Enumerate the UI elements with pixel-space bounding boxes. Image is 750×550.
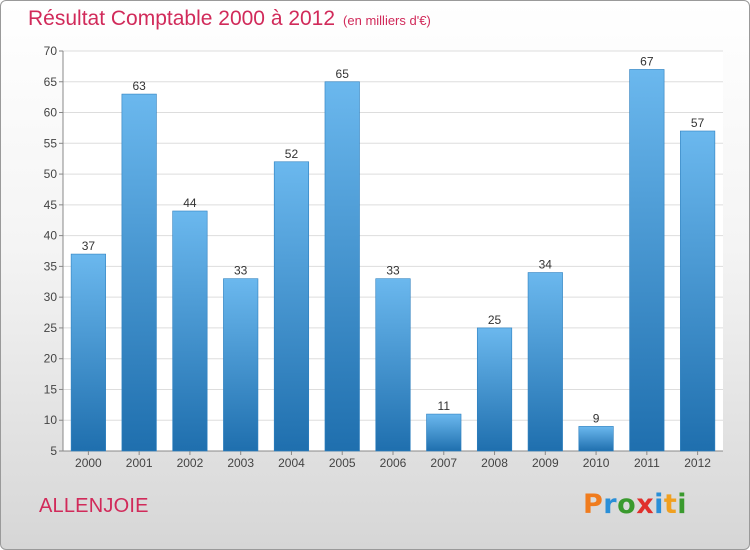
bar-value-label: 67: [640, 54, 654, 68]
bar-value-label: 11: [438, 399, 451, 413]
bar: [375, 278, 411, 452]
bar-value-label: 52: [285, 147, 299, 161]
bar-value-label: 63: [132, 79, 146, 93]
bar: [324, 81, 360, 452]
y-tick-label: 60: [44, 106, 58, 120]
y-tick-label: 35: [44, 259, 58, 273]
x-tick-label: 2011: [634, 456, 660, 470]
x-tick-label: 2008: [481, 456, 508, 470]
x-tick-label: 2004: [278, 456, 305, 470]
bar-value-label: 57: [691, 116, 705, 130]
bar: [629, 69, 665, 452]
x-tick-label: 2001: [126, 456, 153, 470]
y-tick-label: 25: [44, 321, 58, 335]
y-tick-label: 5: [50, 444, 57, 458]
bar-value-label: 9: [593, 411, 600, 425]
logo-letter: t: [663, 489, 678, 520]
x-tick-label: 2009: [532, 456, 559, 470]
bar-value-label: 37: [82, 239, 96, 253]
bar: [70, 253, 106, 452]
logo-letter: r: [603, 489, 618, 520]
y-tick-label: 50: [44, 167, 58, 181]
bar-value-label: 44: [183, 196, 197, 210]
chart-subtitle: (en milliers d'€): [343, 13, 431, 28]
y-tick-label: 65: [44, 75, 58, 89]
bar: [476, 327, 513, 452]
y-tick-label: 40: [44, 229, 58, 243]
bar: [578, 426, 614, 452]
x-tick-label: 2002: [177, 456, 204, 470]
y-tick-label: 30: [44, 290, 58, 304]
proxiti-logo: Proxiti: [583, 489, 687, 520]
bar: [223, 278, 259, 452]
x-tick-label: 2000: [75, 456, 102, 470]
logo-letter: P: [583, 489, 604, 520]
bar: [426, 413, 462, 452]
logo-letter: i: [677, 489, 688, 520]
logo-letter: o: [617, 489, 637, 520]
chart-title-text: Résultat Comptable 2000 à 2012: [28, 7, 336, 30]
bar: [172, 210, 208, 452]
y-tick-label: 20: [44, 352, 58, 366]
x-tick-label: 2010: [583, 456, 610, 470]
y-tick-label: 15: [44, 382, 58, 396]
bar-value-label: 25: [488, 313, 502, 327]
commune-name: ALLENJOIE: [39, 495, 149, 517]
x-tick-label: 2012: [684, 456, 711, 470]
bar-value-label: 33: [234, 264, 248, 278]
bar: [527, 272, 563, 452]
bar: [680, 130, 716, 452]
x-tick-label: 2003: [227, 456, 254, 470]
bar-value-label: 65: [336, 67, 350, 81]
y-tick-label: 10: [44, 413, 58, 427]
bar: [121, 93, 157, 452]
x-tick-label: 2006: [380, 456, 407, 470]
bar-value-label: 33: [386, 264, 400, 278]
bar-value-label: 34: [539, 258, 553, 272]
logo-letter: x: [636, 489, 655, 520]
y-tick-label: 55: [44, 136, 58, 150]
x-tick-label: 2005: [329, 456, 356, 470]
y-tick-label: 45: [44, 198, 58, 212]
y-tick-label: 70: [44, 44, 58, 58]
bar: [273, 161, 310, 452]
chart-title: Résultat Comptable 2000 à 2012 (en millie…: [28, 7, 431, 31]
x-tick-label: 2007: [430, 456, 457, 470]
logo-letter: i: [654, 489, 664, 520]
